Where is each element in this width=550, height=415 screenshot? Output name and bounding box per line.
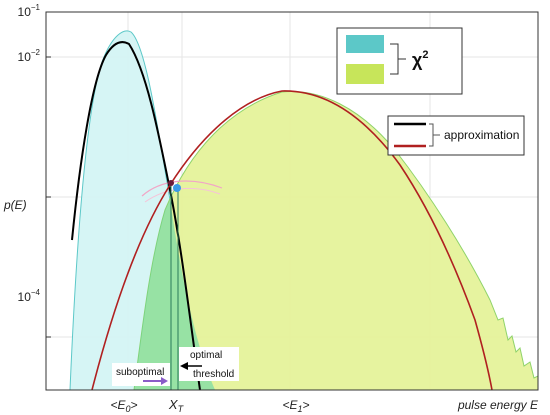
x-tick-post: > xyxy=(303,398,310,412)
annotation-optimal-line1: optimal xyxy=(190,350,222,361)
annotation-optimal-box xyxy=(179,347,239,381)
legend-approx-box xyxy=(387,115,525,156)
x-tick-sub: 1 xyxy=(297,404,302,414)
approx-high-curve xyxy=(91,90,493,390)
y-axis-label: p(E) xyxy=(3,198,27,212)
x-tick-label-e0: <E0> xyxy=(110,398,137,414)
legend-approx-bracket xyxy=(429,123,440,147)
x-tick-post: > xyxy=(131,398,138,412)
legend-chi2-symbol: χ xyxy=(412,50,423,70)
axes-frame xyxy=(45,11,539,391)
x-tick-pre: X xyxy=(168,397,179,412)
crossing-point-chi2 xyxy=(173,184,181,192)
y-tick-base: 10 xyxy=(18,5,32,19)
legend-chi2-label: χ2 xyxy=(412,49,429,70)
annotation-suboptimal: suboptimal xyxy=(112,363,170,386)
y-tick-exp: −1 xyxy=(31,3,41,12)
approx-low-curve xyxy=(71,41,201,390)
legend-chi2-swatch-green xyxy=(346,64,384,84)
y-ticks xyxy=(46,11,51,338)
x-tick-label-xt: XT xyxy=(168,397,185,414)
x-tick-sub: 0 xyxy=(125,404,130,414)
legend-chi2-bracket xyxy=(390,43,406,75)
crossing-point-approx xyxy=(168,180,174,186)
annotation-optimal: optimal threshold xyxy=(179,347,239,381)
legend-chi2-swatch-cyan xyxy=(346,35,384,53)
annotation-optimal-arrowhead xyxy=(180,362,188,370)
x-tick-sub: T xyxy=(178,404,185,414)
x-axis-label: pulse energy E xyxy=(457,398,539,412)
x-tick-pre: <E xyxy=(110,398,126,412)
legend-approx-label: approximation xyxy=(444,128,519,142)
annotation-suboptimal-label: suboptimal xyxy=(116,367,164,378)
crossing-ribbon xyxy=(141,180,223,197)
y-tick-label-2: 10−2 xyxy=(18,48,41,64)
y-tick-base: 10 xyxy=(18,50,32,64)
y-tick-base: 10 xyxy=(18,290,32,304)
annotation-suboptimal-arrowhead xyxy=(161,377,168,385)
y-tick-label-1: 10−1 xyxy=(18,3,41,19)
y-tick-exp: −2 xyxy=(31,48,41,57)
legend-chi2: χ2 xyxy=(336,27,463,95)
y-tick-exp: −4 xyxy=(31,288,41,297)
annotation-optimal-line2: threshold xyxy=(193,369,234,380)
legend-chi2-superscript: 2 xyxy=(422,49,428,61)
overlap-area xyxy=(134,200,215,390)
x-tick-pre: <E xyxy=(282,398,298,412)
legend-approx: approximation xyxy=(387,115,525,156)
y-tick-label-4: 10−4 xyxy=(18,288,41,304)
x-tick-label-e1: <E1> xyxy=(282,398,309,414)
